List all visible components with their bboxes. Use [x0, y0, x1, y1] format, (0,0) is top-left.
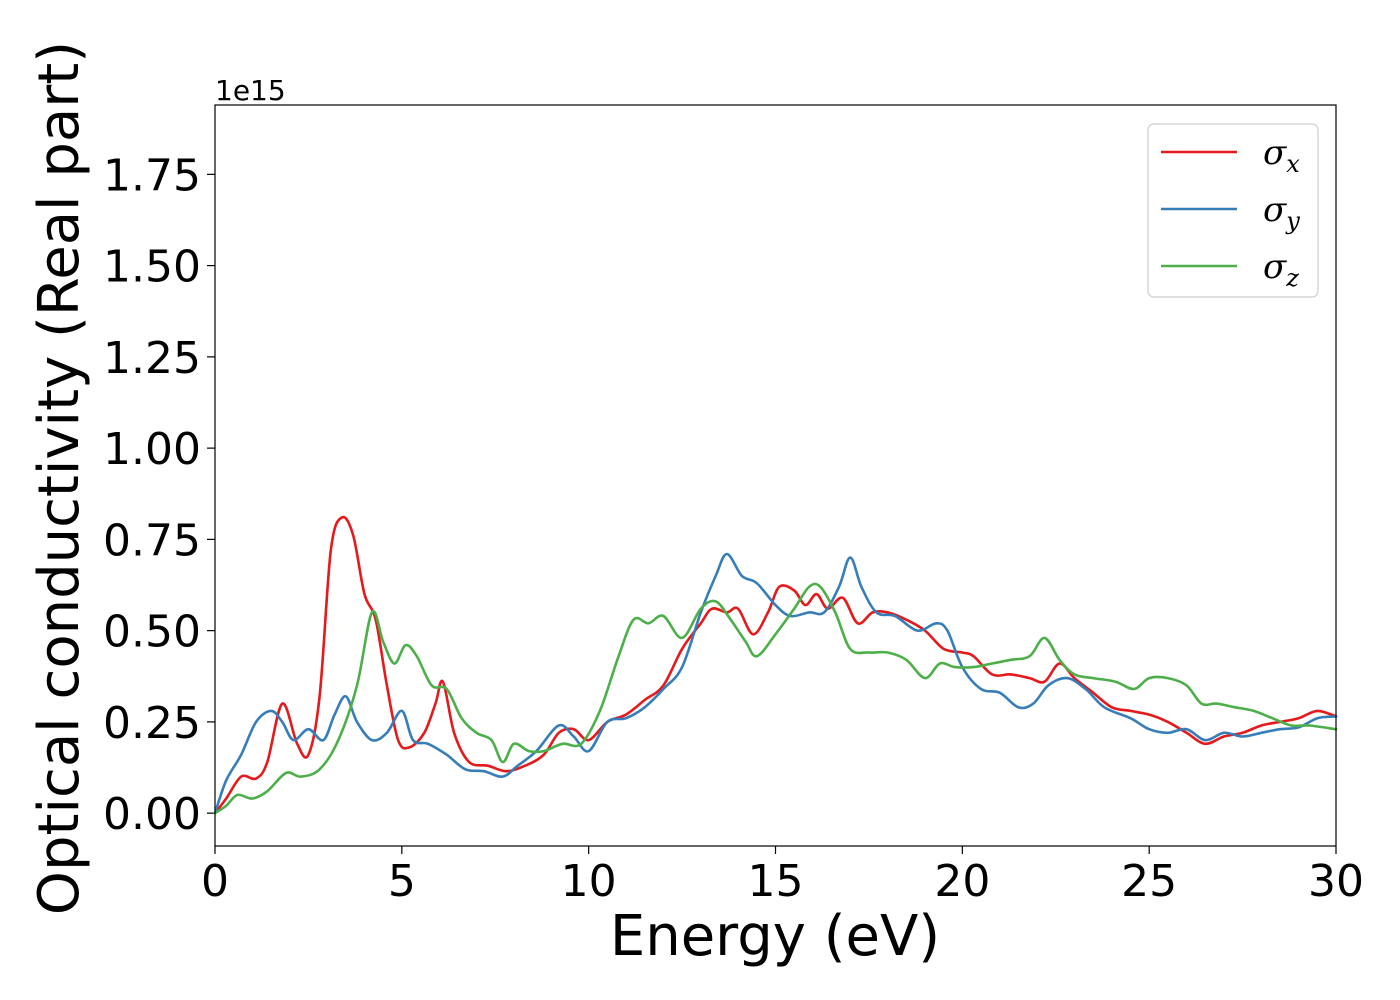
legend-label-y: σy: [1263, 190, 1300, 235]
x-tick-label: 30: [1308, 856, 1364, 907]
y-axis-ticks: 0.00 0.25 0.50 0.75 1.00 1.25 1.50 1.75: [103, 150, 215, 840]
legend-box: [1147, 123, 1319, 298]
x-tick-label: 25: [1121, 856, 1177, 907]
y-tick-label: 0.00: [103, 789, 201, 840]
y-tick-label: 1.50: [103, 242, 201, 293]
plot-frame: [214, 104, 1337, 847]
series-line-y: [213, 552, 1338, 815]
x-tick-label: 5: [388, 856, 416, 907]
x-axis-ticks: 0 5 10 15 20 25 30: [201, 846, 1364, 907]
x-tick-label: 20: [934, 856, 990, 907]
y-offset-label: 1e15: [215, 74, 286, 107]
y-tick-label: 0.75: [103, 515, 201, 566]
x-tick-label: 0: [201, 856, 229, 907]
x-axis-title: Energy (eV): [610, 904, 940, 969]
series-lines: [213, 515, 1338, 815]
x-tick-label: 15: [748, 856, 804, 907]
y-tick-label: 1.25: [103, 333, 201, 384]
series-line-z: [213, 582, 1338, 815]
legend-label-z: σz: [1263, 247, 1299, 292]
y-axis-title: Optical conductivity (Real part): [27, 41, 92, 915]
y-tick-label: 0.25: [103, 698, 201, 749]
legend-label-x: σx: [1263, 133, 1300, 178]
y-tick-label: 1.75: [103, 150, 201, 201]
y-tick-label: 0.50: [103, 607, 201, 658]
legend: σx σy σz: [1147, 123, 1319, 298]
y-tick-label: 1.00: [103, 424, 201, 475]
x-tick-label: 10: [561, 856, 617, 907]
series-line-x: [213, 515, 1338, 815]
